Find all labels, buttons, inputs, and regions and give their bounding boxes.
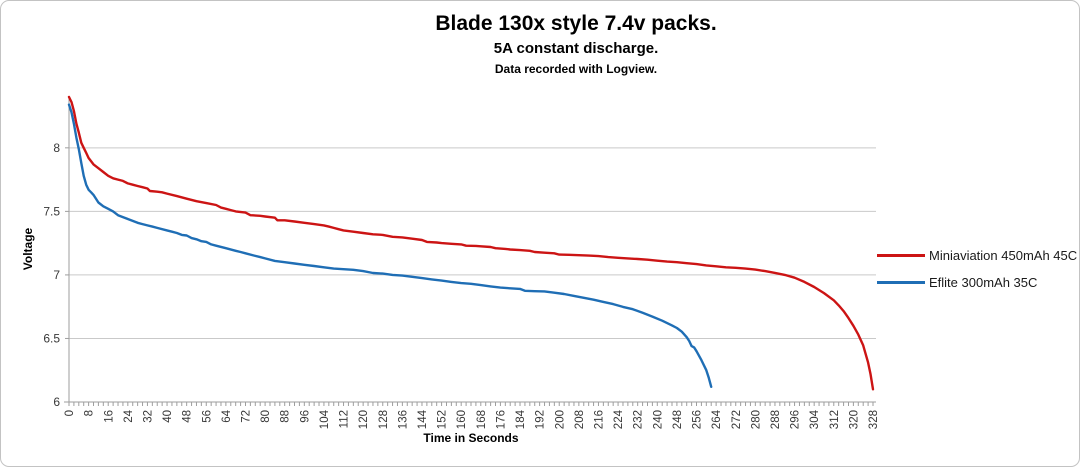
svg-text:248: 248 [672, 410, 684, 429]
legend-line-eflite-icon [877, 280, 925, 284]
svg-text:144: 144 [417, 409, 429, 429]
svg-text:224: 224 [613, 409, 625, 429]
svg-text:72: 72 [241, 410, 253, 423]
svg-text:40: 40 [162, 410, 174, 423]
svg-text:104: 104 [319, 409, 331, 429]
x-axis-title: Time in Seconds [423, 431, 519, 445]
svg-text:304: 304 [809, 409, 821, 429]
svg-text:296: 296 [790, 410, 802, 429]
svg-text:112: 112 [339, 410, 351, 428]
svg-text:0: 0 [64, 410, 76, 416]
svg-text:280: 280 [750, 410, 762, 429]
svg-text:6: 6 [53, 395, 60, 409]
svg-text:208: 208 [574, 410, 586, 429]
svg-text:128: 128 [378, 410, 390, 429]
svg-text:8: 8 [84, 410, 96, 416]
legend-label-eflite: Eflite 300mAh 35C [929, 274, 1038, 290]
svg-text:120: 120 [358, 410, 370, 429]
svg-text:256: 256 [692, 410, 704, 429]
series-line-1 [67, 103, 713, 388]
svg-text:48: 48 [182, 410, 194, 423]
svg-text:136: 136 [397, 410, 409, 429]
svg-text:88: 88 [280, 410, 292, 423]
svg-text:240: 240 [652, 410, 664, 429]
svg-text:16: 16 [103, 410, 115, 423]
svg-text:64: 64 [221, 409, 233, 422]
legend-item-miniaviation: Miniaviation 450mAh 45C [877, 247, 1077, 263]
legend-item-eflite: Eflite 300mAh 35C [877, 274, 1077, 290]
legend-label-miniaviation: Miniaviation 450mAh 45C [929, 247, 1078, 263]
svg-text:7.5: 7.5 [43, 204, 60, 218]
svg-text:96: 96 [299, 410, 311, 423]
svg-text:24: 24 [123, 409, 135, 422]
svg-text:152: 152 [437, 410, 449, 429]
svg-text:312: 312 [829, 410, 841, 429]
legend: Miniaviation 450mAh 45C Eflite 300mAh 35… [877, 247, 1077, 301]
chart-title-block: Blade 130x style 7.4v packs. 5A constant… [71, 11, 1079, 77]
svg-text:216: 216 [593, 410, 605, 429]
svg-text:192: 192 [535, 410, 547, 429]
svg-text:32: 32 [142, 410, 154, 423]
series-line-0 [67, 95, 875, 391]
svg-text:160: 160 [456, 410, 468, 429]
svg-text:328: 328 [868, 410, 880, 429]
svg-text:6.5: 6.5 [43, 331, 60, 345]
svg-text:56: 56 [201, 410, 213, 423]
svg-text:168: 168 [476, 410, 488, 429]
y-axis-title: Voltage [21, 227, 35, 271]
svg-text:80: 80 [260, 410, 272, 423]
svg-text:272: 272 [731, 410, 743, 429]
svg-text:184: 184 [515, 409, 527, 429]
svg-text:7: 7 [53, 268, 60, 282]
chart-title: Blade 130x style 7.4v packs. [435, 12, 717, 35]
svg-text:320: 320 [848, 410, 860, 429]
svg-text:8: 8 [53, 141, 60, 155]
svg-text:176: 176 [495, 410, 507, 429]
svg-text:264: 264 [711, 409, 723, 429]
svg-text:200: 200 [554, 410, 566, 429]
svg-text:288: 288 [770, 410, 782, 429]
legend-line-miniaviation-icon [877, 253, 925, 257]
chart-note: Data recorded with Logview. [494, 62, 658, 76]
chart-subtitle: 5A constant discharge. [493, 40, 659, 57]
svg-text:232: 232 [633, 410, 645, 429]
